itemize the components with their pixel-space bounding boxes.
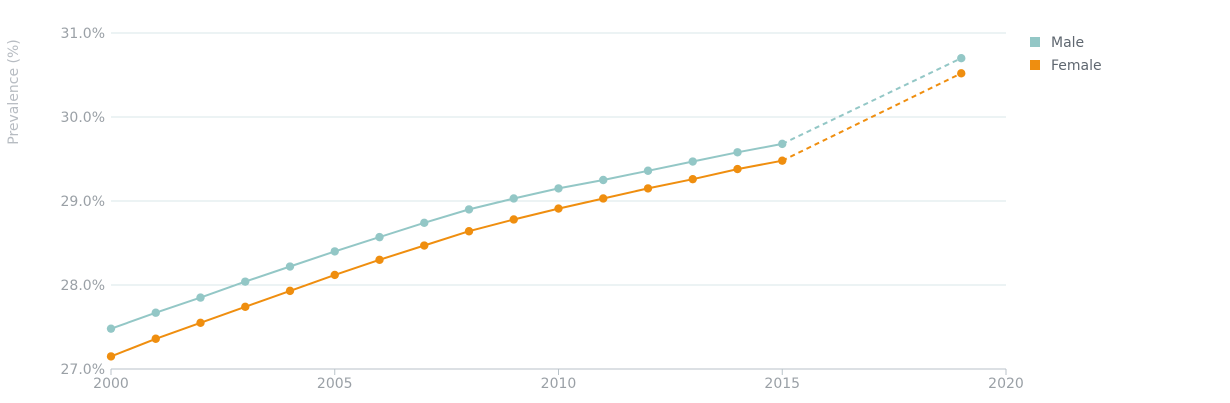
male-point[interactable] xyxy=(733,148,742,157)
male-point[interactable] xyxy=(599,175,608,185)
female-point[interactable] xyxy=(196,318,205,327)
male-point[interactable] xyxy=(106,324,116,333)
y-axis-ticks: 27.0% 28.0% 29.0% 30.0% 31.0% xyxy=(61,26,105,378)
female-projection-point[interactable] xyxy=(957,69,966,78)
x-tick-label: 2015 xyxy=(764,376,800,392)
female-point[interactable] xyxy=(599,194,608,203)
legend-item-female[interactable]: Female xyxy=(1030,58,1102,74)
x-tick-label: 2005 xyxy=(317,376,353,392)
male-point[interactable] xyxy=(330,247,339,256)
male-projection-line xyxy=(781,57,962,145)
male-point[interactable] xyxy=(509,194,518,203)
y-tick-label: 29.0% xyxy=(61,194,105,210)
x-axis-ticks: 2000 2005 2010 2015 2020 xyxy=(93,369,1024,392)
series-male xyxy=(106,54,966,333)
y-axis-title: Prevalence (%) xyxy=(6,39,22,145)
female-point[interactable] xyxy=(643,184,653,193)
legend-swatch xyxy=(1030,37,1040,47)
x-tick-label: 2010 xyxy=(541,376,577,392)
female-point[interactable] xyxy=(330,270,339,280)
female-point[interactable] xyxy=(106,352,116,361)
male-point[interactable] xyxy=(554,184,563,193)
series-layer xyxy=(106,54,966,361)
female-point[interactable] xyxy=(733,164,742,174)
female-point[interactable] xyxy=(420,241,429,250)
male-point[interactable] xyxy=(643,166,653,175)
y-tick-label: 30.0% xyxy=(61,110,105,126)
male-point[interactable] xyxy=(241,277,250,286)
male-point[interactable] xyxy=(285,262,295,271)
y-tick-label: 27.0% xyxy=(61,362,105,378)
y-tick-label: 28.0% xyxy=(61,278,105,294)
legend[interactable]: Male Female xyxy=(1030,35,1102,74)
male-point[interactable] xyxy=(375,232,384,242)
male-point[interactable] xyxy=(196,293,205,302)
male-line xyxy=(110,142,783,330)
female-point[interactable] xyxy=(375,255,384,264)
x-tick-label: 2000 xyxy=(93,376,129,392)
male-point[interactable] xyxy=(688,157,697,166)
x-tick-label: 2020 xyxy=(988,376,1024,392)
male-point[interactable] xyxy=(778,139,787,149)
female-projection-line xyxy=(781,72,962,162)
female-point[interactable] xyxy=(554,204,563,213)
female-point[interactable] xyxy=(688,174,697,184)
series-female xyxy=(106,69,966,361)
legend-label: Female xyxy=(1051,58,1102,74)
male-point[interactable] xyxy=(151,308,160,317)
male-point[interactable] xyxy=(464,205,474,214)
female-line xyxy=(110,159,783,358)
female-point[interactable] xyxy=(778,156,787,165)
female-point[interactable] xyxy=(151,334,160,343)
female-point[interactable] xyxy=(241,302,250,312)
male-point[interactable] xyxy=(420,218,429,228)
y-tick-label: 31.0% xyxy=(61,26,105,42)
legend-item-male[interactable]: Male xyxy=(1030,35,1084,51)
legend-label: Male xyxy=(1051,35,1084,51)
female-point[interactable] xyxy=(285,286,295,296)
male-projection-point[interactable] xyxy=(957,54,966,63)
grid-lines xyxy=(111,32,1006,370)
female-point[interactable] xyxy=(464,227,474,236)
female-point[interactable] xyxy=(509,215,518,224)
legend-swatch xyxy=(1030,60,1040,70)
